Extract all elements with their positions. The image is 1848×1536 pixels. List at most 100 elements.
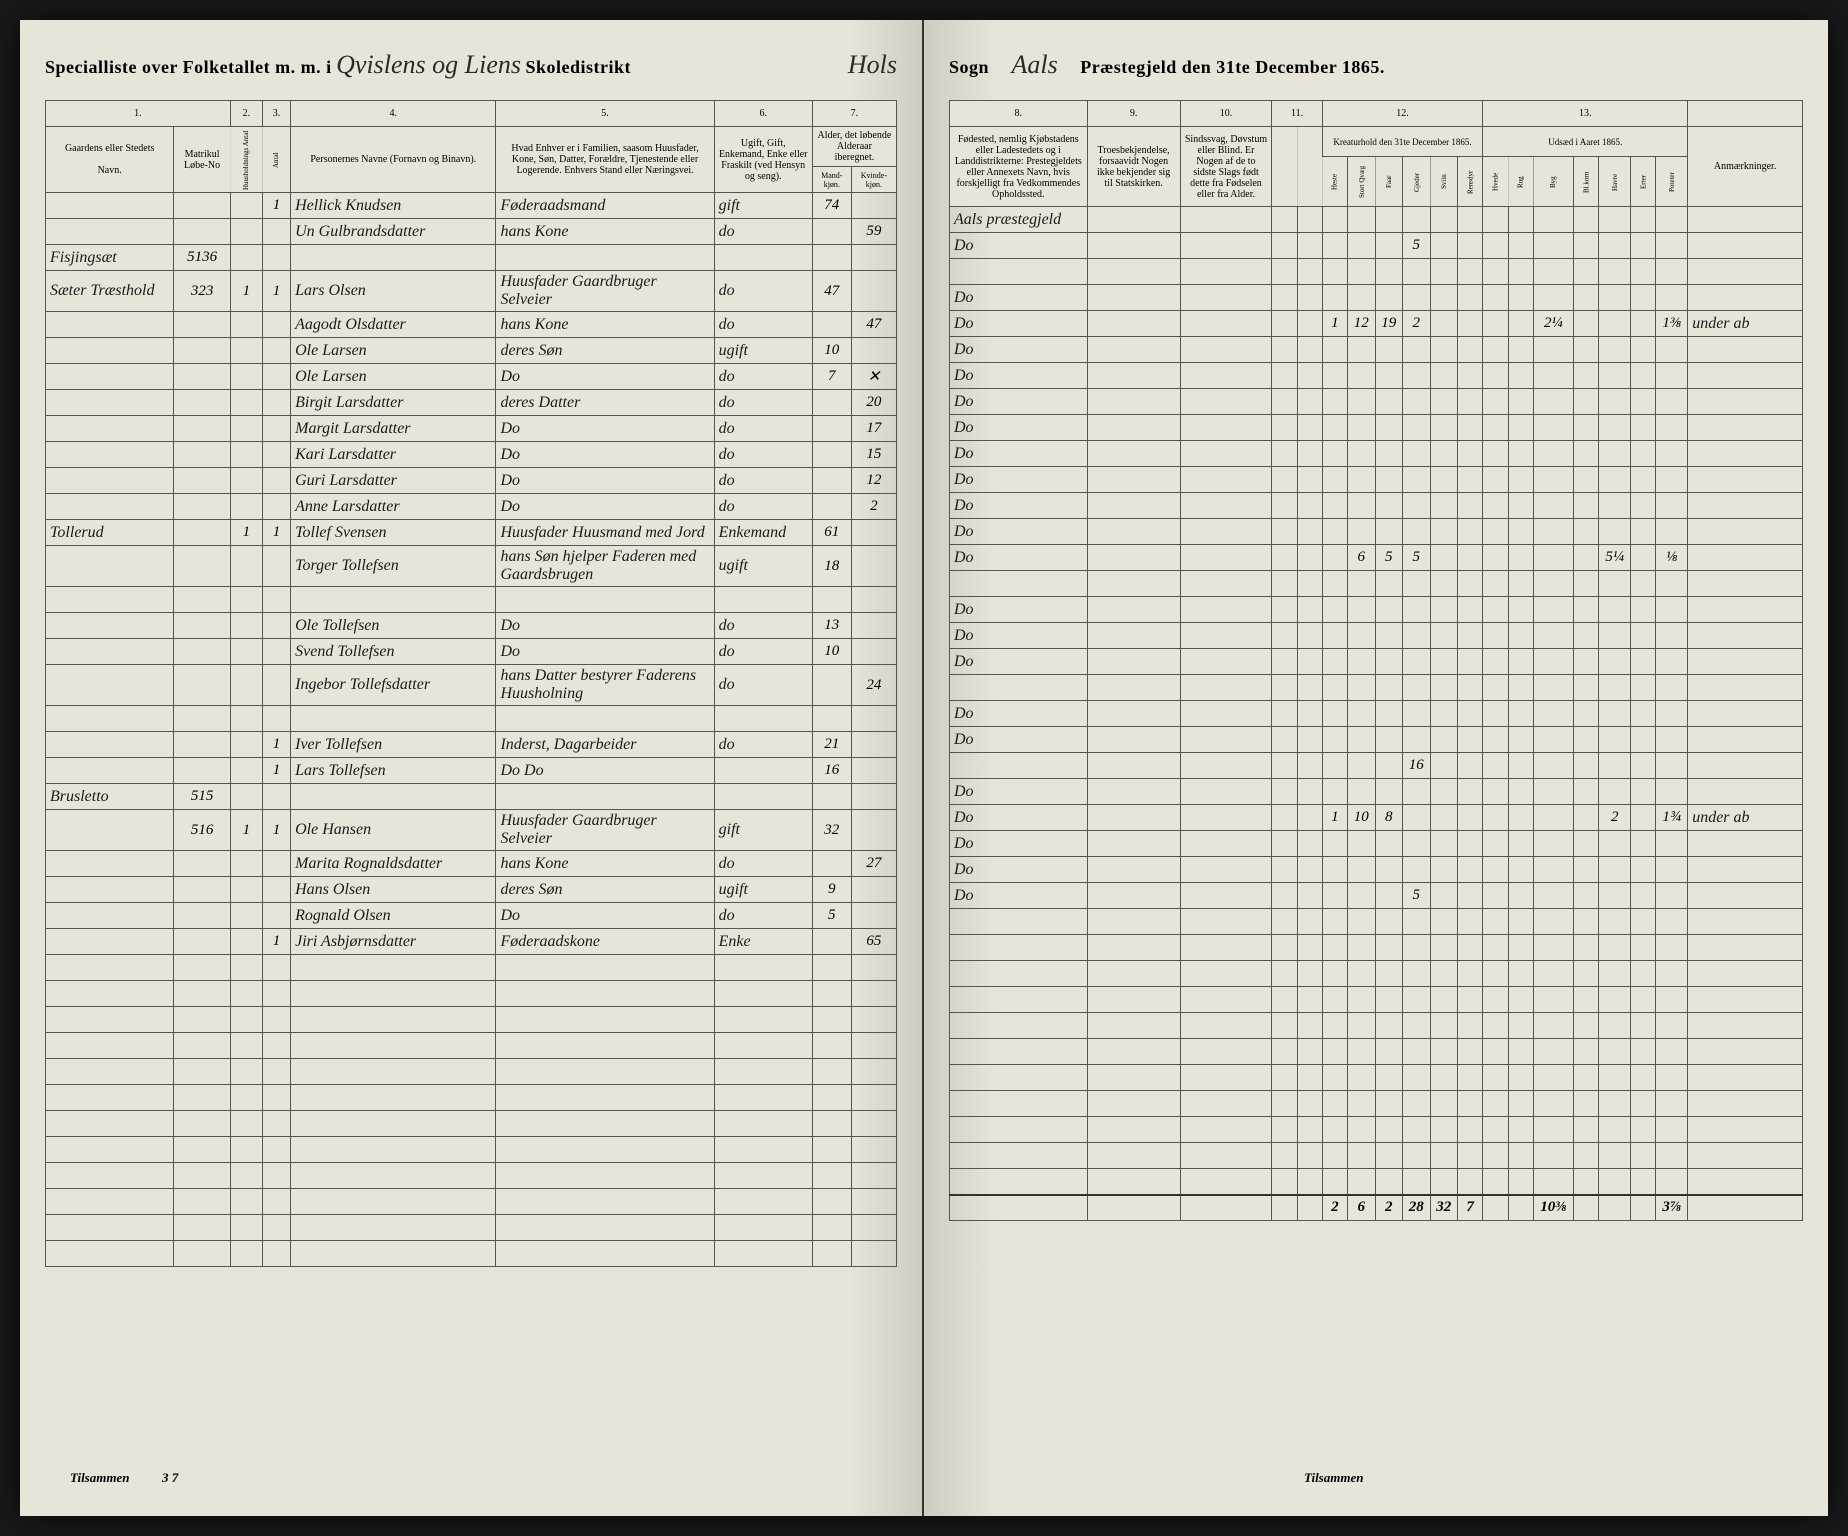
cell-mn xyxy=(174,903,230,929)
cell-stat: ugift xyxy=(714,546,812,587)
cell-stat: do xyxy=(714,219,812,245)
table-row: Do xyxy=(950,701,1803,727)
cell-place xyxy=(46,587,174,613)
cell-k xyxy=(851,758,896,784)
table-row: Fisjingsæt5136 xyxy=(46,245,897,271)
cell-place xyxy=(46,442,174,468)
h13-sub: Hvede xyxy=(1483,157,1508,207)
cell-k xyxy=(851,732,896,758)
cell-pos xyxy=(496,784,714,810)
cell-name: Ole Larsen xyxy=(291,338,496,364)
cell-k xyxy=(851,639,896,665)
cell-f xyxy=(262,494,290,520)
cell-k xyxy=(851,613,896,639)
col-13: 13. xyxy=(1483,101,1688,127)
table-row: 1Hellick KnudsenFøderaadsmandgift74 xyxy=(46,193,897,219)
table-row: Hans Olsenderes Sønugift9 xyxy=(46,877,897,903)
cell-h xyxy=(230,851,262,877)
cell-stat: do xyxy=(714,416,812,442)
table-row-empty xyxy=(46,1163,897,1189)
cell-k xyxy=(851,784,896,810)
cell-name: Ole Hansen xyxy=(291,810,496,851)
table-row: Do xyxy=(950,857,1803,883)
cell-stat xyxy=(714,784,812,810)
col-12: 12. xyxy=(1322,101,1483,127)
cell-mn xyxy=(174,219,230,245)
cell-stat: do xyxy=(714,732,812,758)
cell-stat: do xyxy=(714,390,812,416)
cell-k: 47 xyxy=(851,312,896,338)
cell-h xyxy=(230,929,262,955)
cell-h xyxy=(230,903,262,929)
cell-m: 10 xyxy=(812,639,851,665)
cell-name: Torger Tollefsen xyxy=(291,546,496,587)
cell-k: 24 xyxy=(851,665,896,706)
h5: Hvad Enhver er i Familien, saasom Huusfa… xyxy=(496,127,714,193)
table-row-empty xyxy=(46,955,897,981)
table-row: Guri LarsdatterDodo12 xyxy=(46,468,897,494)
cell-mn xyxy=(174,706,230,732)
table-row: Svend TollefsenDodo10 xyxy=(46,639,897,665)
cell-stat: do xyxy=(714,639,812,665)
cell-h xyxy=(230,706,262,732)
h3: Antal xyxy=(262,127,290,193)
cell-h xyxy=(230,468,262,494)
cell-k xyxy=(851,706,896,732)
cell-name: Rognald Olsen xyxy=(291,903,496,929)
h13: Udsæd i Aaret 1865. xyxy=(1483,127,1688,157)
cell-f xyxy=(262,219,290,245)
table-row-empty xyxy=(950,987,1803,1013)
cell-pos: hans Kone xyxy=(496,851,714,877)
cell-mn xyxy=(174,312,230,338)
table-row-empty xyxy=(46,1007,897,1033)
cell-pos: Do xyxy=(496,364,714,390)
cell-m xyxy=(812,851,851,877)
h13-sub: Rug xyxy=(1508,157,1533,207)
cell-place xyxy=(46,613,174,639)
left-footer-label: Tilsammen xyxy=(70,1470,129,1485)
h12-sub: Stort Qvæg xyxy=(1348,157,1376,207)
cell-place xyxy=(46,364,174,390)
cell-f xyxy=(262,877,290,903)
table-row: Marita Rognaldsdatterhans Konedo27 xyxy=(46,851,897,877)
cell-m: 7 xyxy=(812,364,851,390)
cell-stat: do xyxy=(714,851,812,877)
cell-stat: Enkemand xyxy=(714,520,812,546)
cell-f xyxy=(262,468,290,494)
cell-stat: Enke xyxy=(714,929,812,955)
table-row: 1Lars TollefsenDo Do16 xyxy=(46,758,897,784)
cell-pos: Do xyxy=(496,613,714,639)
cell-mn xyxy=(174,390,230,416)
cell-place xyxy=(46,851,174,877)
cell-h xyxy=(230,338,262,364)
cell-f xyxy=(262,613,290,639)
cell-h xyxy=(230,245,262,271)
h11a xyxy=(1272,127,1297,207)
cell-name: Guri Larsdatter xyxy=(291,468,496,494)
cell-k xyxy=(851,520,896,546)
col-8: 8. xyxy=(950,101,1088,127)
right-title-printed-2: Præstegjeld den 31te December 1865. xyxy=(1080,57,1385,77)
left-footer-f: 7 xyxy=(172,1470,179,1485)
cell-mn xyxy=(174,758,230,784)
cell-place xyxy=(46,665,174,706)
col-4: 4. xyxy=(291,101,496,127)
left-title-printed-1: Specialliste over Folketallet m. m. i xyxy=(45,57,332,77)
cell-h xyxy=(230,364,262,390)
right-title-row: Sogn Aals Præstegjeld den 31te December … xyxy=(949,50,1803,80)
cell-f xyxy=(262,312,290,338)
h13-sub: Bl.korn xyxy=(1574,157,1599,207)
cell-h xyxy=(230,665,262,706)
cell-k xyxy=(851,271,896,312)
table-row-empty xyxy=(950,1169,1803,1195)
table-row: Do xyxy=(950,415,1803,441)
h13-sub: Havre xyxy=(1599,157,1631,207)
cell-f xyxy=(262,784,290,810)
cell-place xyxy=(46,494,174,520)
h1a: Gaardens eller Stedets xyxy=(50,143,169,154)
cell-m xyxy=(812,245,851,271)
table-row: Anne LarsdatterDodo2 xyxy=(46,494,897,520)
cell-m xyxy=(812,390,851,416)
cell-mn xyxy=(174,520,230,546)
cell-f: 1 xyxy=(262,810,290,851)
